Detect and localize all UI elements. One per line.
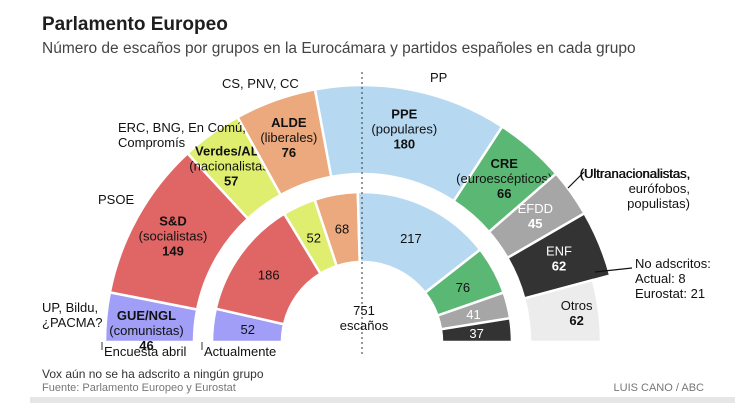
source-note: Fuente: Parlamento Europeo y Eurostat bbox=[42, 382, 236, 394]
inner-enf-value: 37 bbox=[469, 326, 483, 341]
inner-verdes-ale-value: 52 bbox=[307, 231, 321, 246]
inner-cre-value: 76 bbox=[456, 280, 470, 295]
inner-gue-ngl-value: 52 bbox=[240, 322, 254, 337]
inner-ppe-value: 217 bbox=[400, 231, 422, 246]
credit-note: LUIS CANO / ABC bbox=[613, 382, 704, 394]
annotation-efdd-parties: (Ultranacionalistas, eurófobos, populistas… bbox=[579, 166, 690, 211]
otros-leader-line bbox=[594, 267, 633, 273]
annotation-efdd-parties-line1: (Ultranacionalistas, bbox=[580, 166, 691, 181]
outer-verdes-ale-label: Verdes/ALE (nacionalistas) 57 bbox=[189, 144, 273, 189]
outer-s-d-label: S&D (socialistas) 149 bbox=[139, 213, 208, 258]
inner-alde-value: 68 bbox=[335, 222, 349, 237]
no-adscritos-note: No adscritos: Actual: 8 Eurostat: 21 bbox=[635, 256, 711, 301]
outer-cre-label: CRE (euroescépticos) 66 bbox=[456, 156, 552, 201]
inner-enf-segment bbox=[439, 316, 514, 344]
inner-s-d-value: 186 bbox=[258, 268, 280, 283]
outer-ppe-label: PPE (populares) 180 bbox=[371, 107, 437, 152]
annotation-sd-parties: PSOE bbox=[98, 192, 134, 207]
outer-efdd-label: EFDD 45 bbox=[518, 201, 553, 231]
outer-gue-ngl-label: GUE/NGL (comunistas) 46 bbox=[109, 308, 183, 353]
chart-title: Parlamento Europeo bbox=[42, 14, 228, 35]
outer-otros-segment bbox=[522, 278, 603, 344]
inner-total-label: 751 escaños bbox=[340, 303, 389, 333]
outer-otros-label: Otros 62 bbox=[561, 298, 593, 328]
outer-alde-label: ALDE (liberales) 76 bbox=[260, 115, 317, 160]
annotation-alde-parties: CS, PNV, CC bbox=[222, 76, 299, 91]
outer-enf-label: ENF 62 bbox=[546, 244, 572, 274]
annotation-verdes-parties: ERC, BNG, En Comú, Compromís bbox=[118, 120, 246, 150]
inner-efdd-value: 41 bbox=[466, 307, 480, 322]
bottom-bar bbox=[30, 397, 735, 403]
annotation-ppe-parties: PP bbox=[430, 70, 447, 85]
chart-subtitle: Número de escaños por grupos en la Euroc… bbox=[42, 40, 636, 57]
annotation-gue-parties: UP, Bildu, ¿PACMA? bbox=[42, 300, 102, 330]
outer-hemicycle-title: Encuesta abril bbox=[104, 344, 186, 359]
efdd-leader-line bbox=[567, 171, 585, 189]
inner-hemicycle-title: Actualmente bbox=[204, 344, 276, 359]
footnote: Vox aún no se ha adscrito a ningún grupo bbox=[42, 367, 264, 381]
